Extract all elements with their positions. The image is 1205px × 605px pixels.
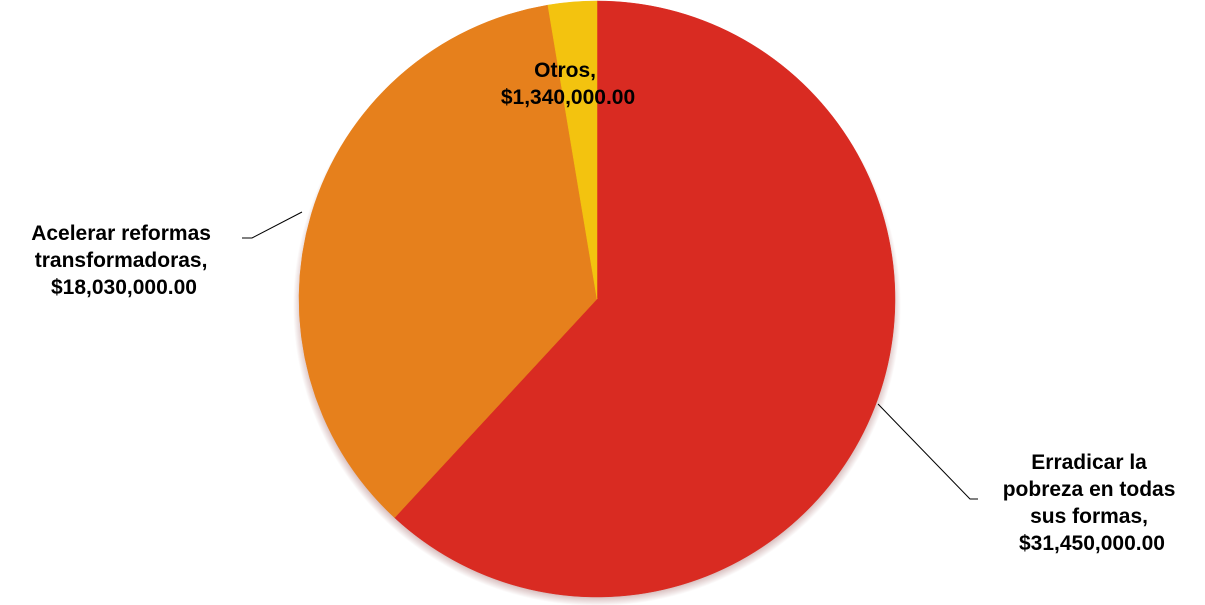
leader-line-acelerar	[242, 211, 303, 239]
slice-otros	[547, 0, 598, 300]
slice-acelerar	[298, 4, 598, 519]
slice-erradicar	[394, 0, 896, 598]
slice-label-erradicar: Erradicar la pobreza en todas sus formas…	[1003, 451, 1182, 555]
slice-label-acelerar: Acelerar reformas transformadoras, $18,0…	[31, 222, 217, 299]
slice-label-otros: Otros, $1,340,000.00	[501, 59, 635, 109]
leader-line-erradicar	[877, 403, 978, 500]
pie-slices	[298, 0, 896, 598]
leader-lines	[242, 211, 978, 500]
